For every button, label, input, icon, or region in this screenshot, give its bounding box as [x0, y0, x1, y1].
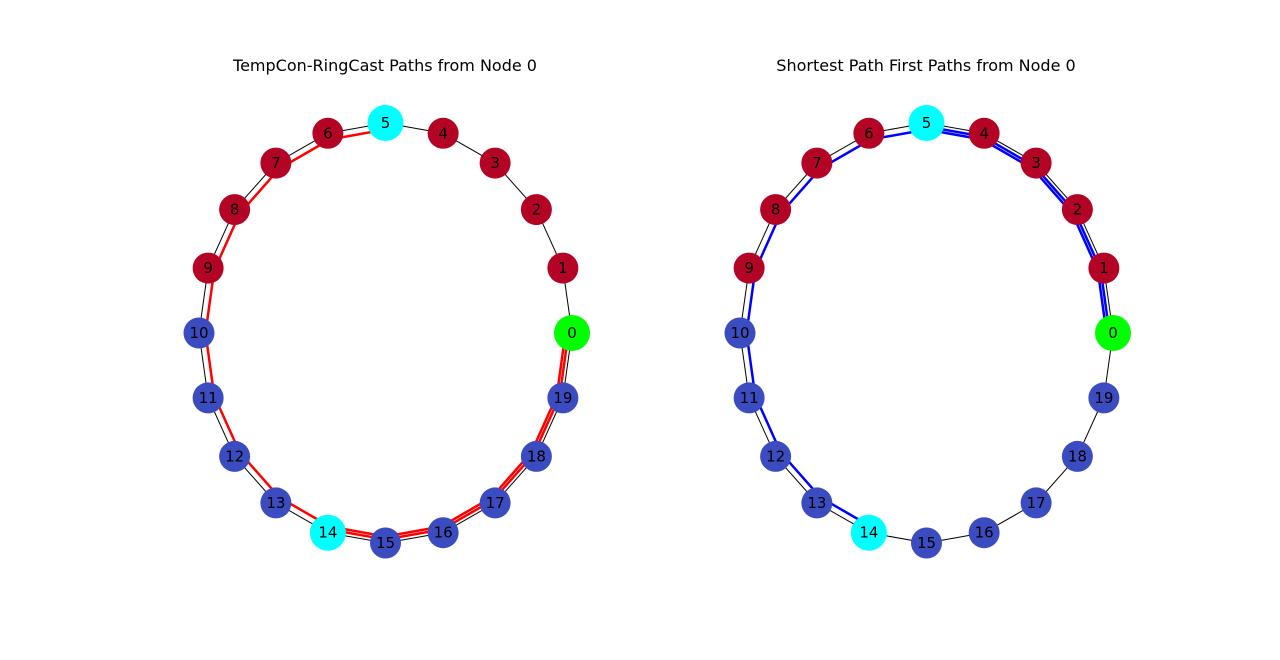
node-label-9: 9	[744, 259, 754, 277]
node-4	[968, 117, 1000, 149]
node-17	[479, 487, 511, 519]
highlighted-path	[745, 128, 1108, 528]
node-label-16: 16	[975, 524, 994, 542]
node-1	[1088, 252, 1120, 284]
panel-title-shortest-path-first: Shortest Path First Paths from Node 0	[776, 56, 1075, 75]
node-label-4: 4	[979, 124, 989, 142]
node-label-12: 12	[225, 447, 244, 465]
node-9	[192, 252, 224, 284]
node-8	[760, 194, 792, 226]
node-label-8: 8	[771, 201, 781, 219]
node-10	[724, 317, 756, 349]
node-label-17: 17	[486, 494, 505, 512]
node-label-2: 2	[1073, 201, 1083, 219]
node-12	[219, 440, 251, 472]
node-label-3: 3	[490, 154, 500, 172]
node-14	[850, 514, 887, 551]
highlighted-path	[925, 125, 1111, 335]
node-label-10: 10	[730, 324, 749, 342]
node-0	[554, 315, 590, 351]
node-13	[801, 487, 833, 519]
node-11	[192, 382, 224, 414]
node-label-18: 18	[527, 447, 546, 465]
node-label-6: 6	[864, 124, 874, 142]
node-6	[312, 117, 344, 149]
node-label-10: 10	[189, 324, 208, 342]
node-5	[908, 105, 945, 141]
node-19	[1088, 382, 1120, 414]
node-7	[260, 147, 292, 179]
node-label-12: 12	[766, 447, 785, 465]
node-11	[733, 382, 765, 414]
highlighted-path	[204, 128, 567, 538]
node-label-13: 13	[807, 494, 826, 512]
node-label-15: 15	[376, 534, 395, 552]
node-17	[1020, 487, 1052, 519]
node-label-19: 19	[553, 389, 572, 407]
node-label-14: 14	[859, 524, 878, 542]
node-label-6: 6	[323, 124, 333, 142]
node-label-18: 18	[1068, 447, 1087, 465]
node-5	[367, 105, 404, 141]
node-label-3: 3	[1031, 154, 1041, 172]
node-label-17: 17	[1027, 494, 1046, 512]
node-12	[760, 440, 792, 472]
node-label-14: 14	[318, 524, 337, 542]
node-19	[547, 382, 579, 414]
node-7	[801, 147, 833, 179]
node-10	[183, 317, 215, 349]
node-0	[1095, 315, 1131, 351]
node-label-13: 13	[266, 494, 285, 512]
node-15	[370, 527, 401, 559]
node-label-0: 0	[567, 324, 577, 342]
node-18	[520, 440, 552, 472]
node-4	[427, 117, 459, 149]
highlighted-path	[327, 331, 570, 541]
node-18	[1061, 440, 1093, 472]
node-13	[260, 487, 292, 519]
node-14	[309, 514, 346, 551]
node-label-19: 19	[1094, 389, 1113, 407]
node-3	[1020, 147, 1052, 179]
node-label-7: 7	[271, 154, 281, 172]
node-label-0: 0	[1108, 324, 1118, 342]
node-16	[968, 517, 1000, 549]
node-9	[733, 252, 765, 284]
node-2	[1061, 194, 1093, 226]
node-label-8: 8	[230, 201, 240, 219]
node-label-11: 11	[199, 389, 218, 407]
node-16	[427, 517, 459, 549]
node-1	[547, 252, 579, 284]
node-label-9: 9	[203, 259, 213, 277]
node-label-1: 1	[558, 259, 568, 277]
node-8	[219, 194, 251, 226]
node-label-2: 2	[532, 201, 542, 219]
node-6	[853, 117, 885, 149]
node-3	[479, 147, 511, 179]
node-label-16: 16	[434, 524, 453, 542]
node-label-11: 11	[740, 389, 759, 407]
node-2	[520, 194, 552, 226]
panel-title-tempcon-ringcast: TempCon-RingCast Paths from Node 0	[232, 56, 537, 75]
node-label-5: 5	[922, 114, 932, 132]
node-label-1: 1	[1099, 259, 1109, 277]
node-15	[911, 527, 942, 559]
node-label-5: 5	[381, 114, 391, 132]
node-label-4: 4	[438, 124, 448, 142]
node-label-15: 15	[917, 534, 936, 552]
node-label-7: 7	[812, 154, 822, 172]
